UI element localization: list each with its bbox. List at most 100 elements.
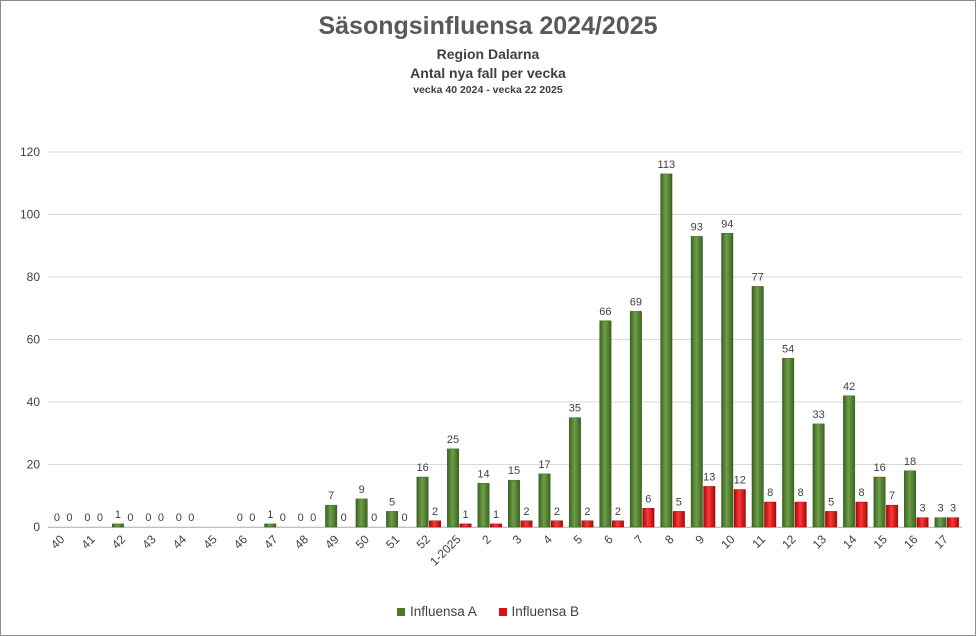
data-label: 25 — [447, 434, 459, 446]
data-label: 1 — [493, 509, 499, 521]
legend: Influensa A Influensa B — [0, 604, 976, 619]
data-label: 6 — [645, 493, 651, 505]
bar-influensa-a — [782, 358, 795, 528]
data-label: 54 — [782, 343, 794, 355]
x-tick-label: 17 — [932, 532, 952, 552]
x-tick-label: 47 — [261, 532, 281, 552]
data-label: 13 — [703, 471, 715, 483]
data-label: 5 — [389, 496, 395, 508]
data-label: 0 — [402, 512, 408, 524]
data-label: 0 — [158, 512, 164, 524]
y-tick-label: 40 — [27, 395, 41, 409]
bar-influensa-b — [764, 501, 777, 528]
data-label: 0 — [54, 512, 60, 524]
x-tick-label: 41 — [78, 532, 98, 552]
data-label: 7 — [889, 490, 895, 502]
bar-influensa-b — [947, 517, 959, 528]
data-label: 8 — [859, 487, 865, 499]
x-tick-label: 8 — [662, 532, 677, 547]
x-tick-label: 45 — [200, 532, 220, 552]
data-label: 15 — [508, 465, 520, 477]
bar-influensa-a — [325, 504, 338, 528]
data-label: 0 — [249, 512, 255, 524]
bar-influensa-b — [459, 523, 472, 528]
bar-influensa-b — [490, 523, 502, 528]
x-tick-label: 9 — [693, 532, 708, 547]
bar-influensa-a — [629, 311, 642, 528]
x-tick-label: 6 — [601, 532, 616, 547]
bar-influensa-a — [904, 470, 916, 528]
x-tick-label: 42 — [109, 532, 129, 552]
x-tick-label: 12 — [779, 532, 799, 552]
chart-subtitle-region: Region Dalarna — [436, 46, 540, 62]
data-label: 16 — [873, 462, 885, 474]
legend-label-a: Influensa A — [409, 604, 477, 619]
data-label: 7 — [328, 490, 334, 502]
bar-influensa-b — [520, 520, 533, 528]
legend-swatch-b — [498, 608, 507, 616]
data-label: 0 — [84, 512, 90, 524]
x-tick-label: 44 — [170, 532, 190, 552]
bar-influensa-b — [642, 508, 655, 528]
data-label: 33 — [813, 409, 825, 421]
data-label: 93 — [691, 221, 703, 233]
x-tick-label: 40 — [48, 532, 68, 552]
data-label: 5 — [828, 496, 834, 508]
x-tick-label: 52 — [414, 532, 434, 552]
data-label: 3 — [937, 503, 943, 515]
x-tick-label: 13 — [810, 532, 830, 552]
bar-influensa-a — [599, 320, 612, 528]
x-tick-label: 16 — [901, 532, 921, 552]
x-tick-label: 14 — [840, 532, 860, 552]
bar-influensa-a — [538, 473, 551, 528]
x-tick-label: 49 — [322, 532, 342, 552]
data-label: 2 — [584, 506, 590, 518]
legend-swatch-a — [396, 608, 405, 616]
data-label: 0 — [237, 512, 243, 524]
data-label: 0 — [97, 512, 103, 524]
bar-influensa-b — [733, 489, 746, 528]
y-tick-label: 80 — [27, 270, 41, 284]
chart-subtitle-period: vecka 40 2024 - vecka 22 2025 — [413, 84, 563, 96]
data-label: 113 — [658, 159, 676, 171]
data-label: 0 — [145, 512, 151, 524]
data-label: 2 — [615, 506, 621, 518]
data-label: 9 — [359, 484, 365, 496]
bar-influensa-a — [264, 523, 277, 528]
bar-influensa-a — [812, 423, 825, 528]
data-label: 1 — [267, 509, 273, 521]
bar-influensa-a — [843, 395, 856, 528]
bar-influensa-b — [825, 511, 838, 528]
data-label: 2 — [554, 506, 560, 518]
data-label: 2 — [432, 506, 438, 518]
chart-subtitle-measure: Antal nya fall per vecka — [410, 65, 566, 81]
data-label: 0 — [298, 512, 304, 524]
data-label: 35 — [569, 403, 581, 415]
x-tick-label: 4 — [540, 532, 555, 547]
bar-influensa-a — [508, 479, 520, 528]
data-label: 77 — [752, 271, 764, 283]
data-label: 18 — [904, 456, 916, 468]
bar-influensa-b — [672, 511, 685, 528]
y-tick-label: 20 — [27, 458, 41, 472]
bar-influensa-b — [429, 520, 442, 528]
y-tick-label: 60 — [27, 333, 41, 347]
data-label: 3 — [919, 503, 925, 515]
x-tick-label: 5 — [571, 532, 586, 547]
data-label: 69 — [630, 296, 642, 308]
data-label: 0 — [371, 512, 377, 524]
data-label: 1 — [462, 509, 468, 521]
bar-influensa-b — [855, 501, 868, 528]
x-tick-label: 11 — [749, 532, 768, 551]
x-tick-label: 7 — [632, 532, 647, 547]
data-label: 17 — [538, 459, 550, 471]
bar-influensa-a — [721, 233, 734, 528]
x-tick-label: 1-2025 — [427, 532, 464, 569]
x-tick-label: 15 — [871, 532, 891, 552]
bar-influensa-b — [916, 517, 929, 528]
x-tick-label: 46 — [231, 532, 251, 552]
x-tick-label: 50 — [353, 532, 373, 552]
bar-influensa-a — [568, 417, 581, 528]
